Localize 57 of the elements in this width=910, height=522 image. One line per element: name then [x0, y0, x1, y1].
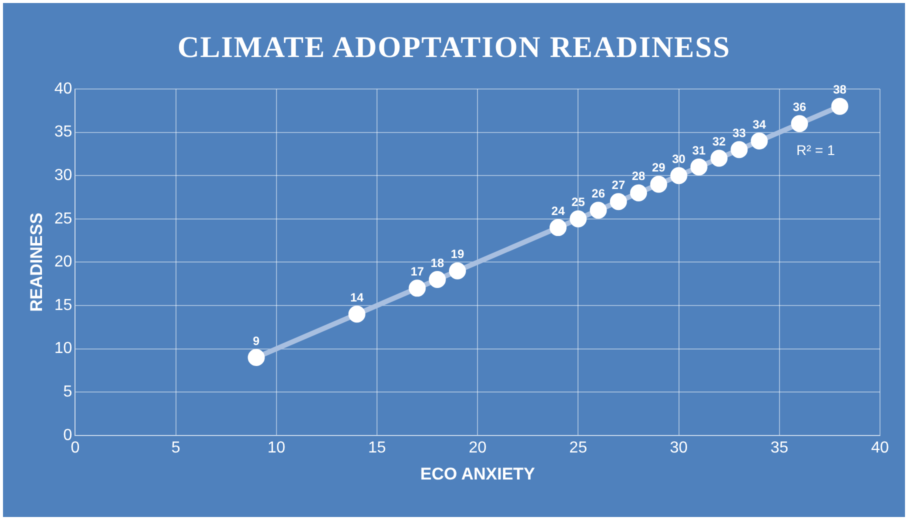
data-label: 19 [450, 247, 464, 262]
y-tick-label: 15 [54, 296, 72, 314]
point [610, 193, 627, 210]
y-tick-label: 10 [54, 340, 72, 358]
y-tick-label: 0 [63, 426, 72, 444]
data-label: 27 [612, 178, 626, 192]
data-label: 31 [692, 143, 706, 158]
data-label: 32 [712, 134, 726, 149]
data-label: 14 [350, 290, 364, 304]
data-label: 9 [252, 334, 260, 348]
data-label: 25 [572, 195, 586, 210]
x-tick-label: 20 [468, 439, 487, 456]
point [248, 348, 265, 366]
point [690, 158, 708, 176]
annotation: R² = 1 [796, 142, 836, 158]
y-tick-label: 40 [54, 80, 72, 98]
x-tick-label: 40 [871, 439, 889, 456]
y-tick-label: 25 [54, 210, 72, 228]
data-label: 36 [792, 100, 807, 114]
data-label: 26 [592, 186, 606, 201]
data-label: 29 [652, 160, 666, 175]
point [730, 141, 748, 158]
point [630, 184, 648, 202]
x-tick-label: 25 [569, 439, 588, 456]
y-tick-label: 35 [54, 124, 72, 141]
data-label: 24 [551, 204, 566, 218]
x-tick-label: 30 [670, 439, 688, 456]
point [550, 219, 567, 236]
point [348, 306, 366, 323]
x-tick-label: 15 [368, 439, 386, 456]
point [831, 98, 848, 115]
data-label: 17 [410, 264, 424, 278]
x-tick-label: 10 [268, 439, 286, 456]
data-label: 30 [672, 152, 686, 166]
point [750, 132, 768, 150]
y-tick-label: 5 [63, 384, 72, 401]
point [428, 271, 446, 288]
data-label: 28 [632, 169, 646, 184]
y-axis-title: READINESS [26, 212, 46, 312]
x-axis-title: ECO ANXIETY [420, 464, 536, 484]
point [791, 115, 808, 132]
point [710, 150, 728, 167]
point [570, 210, 587, 228]
data-label: 18 [430, 256, 444, 270]
point [590, 202, 607, 219]
point [408, 280, 426, 297]
y-tick-label: 20 [54, 254, 72, 271]
point [448, 262, 466, 280]
point [650, 176, 668, 193]
chart-title: CLIMATE ADOPTATION READINESS [176, 31, 732, 65]
x-tick-label: 5 [171, 439, 180, 456]
data-label: 33 [732, 126, 746, 140]
data-label: 38 [833, 82, 847, 97]
data-label: 34 [752, 117, 766, 132]
y-tick-label: 30 [54, 167, 72, 184]
point [670, 167, 688, 184]
x-tick-label: 35 [770, 439, 788, 456]
